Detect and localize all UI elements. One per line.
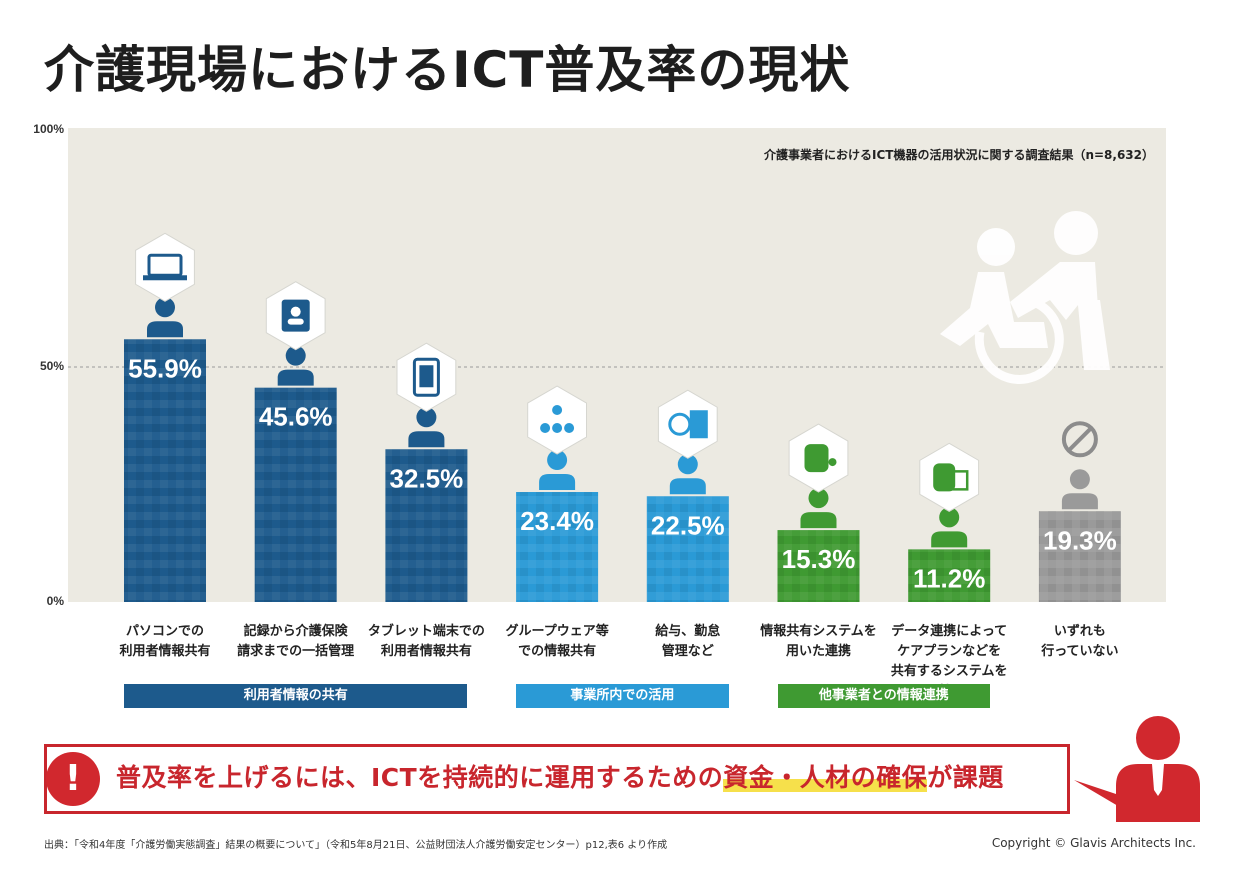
database-share-icon	[804, 444, 837, 473]
value-label: 22.5%	[651, 510, 725, 540]
value-label: 45.6%	[259, 402, 333, 432]
ytick-label: 100%	[33, 122, 64, 136]
callout-text-before: 普及率を上げるには、ICTを持続的に運用するための	[116, 763, 724, 792]
category-label: いずれも 行っていない	[1041, 624, 1119, 659]
category-label: 給与、勤怠 管理など	[655, 624, 721, 659]
person-icon	[147, 297, 183, 338]
value-label: 32.5%	[390, 463, 464, 493]
value-label: 11.2%	[913, 563, 985, 593]
database-edit-icon-bubble	[919, 442, 980, 512]
ytick-label: 50%	[39, 359, 64, 373]
laptop-icon	[143, 253, 187, 281]
chart-subtitle: 介護事業者におけるICT機器の活用状況に関する調査結果（n=8,632）	[763, 148, 1154, 162]
callout-highlight: 資金・人材の確保	[723, 763, 928, 792]
group-band: 利用者情報の共有	[124, 684, 468, 708]
person-icon	[539, 450, 576, 491]
exclamation-icon: !	[46, 752, 100, 806]
bar-texture	[777, 530, 860, 602]
person-icon	[408, 407, 445, 448]
value-label: 19.3%	[1043, 525, 1117, 555]
wheelchair-icon	[940, 211, 1110, 384]
callout-text: 普及率を上げるには、ICTを持続的に運用するための資金・人材の確保が課題	[116, 758, 1004, 794]
calculator-icon	[668, 410, 708, 439]
callout-text-after: が課題	[927, 763, 1004, 792]
tablet-icon	[412, 357, 440, 397]
no-sign-icon	[1061, 421, 1098, 458]
category-label: グループウェア等 での情報共有	[505, 624, 609, 659]
bar-texture	[254, 387, 337, 602]
category-label: データ連携によって ケアプランなどを 共有するシステムを利用	[890, 624, 1008, 699]
no-sign-icon-bubble	[1061, 421, 1098, 458]
ytick-label: 0%	[46, 594, 64, 608]
bar-texture	[1038, 511, 1121, 602]
calculator-icon-bubble	[657, 389, 718, 459]
bar-texture	[516, 492, 599, 602]
network-icon-bubble	[527, 385, 587, 455]
group-band: 他事業者との情報連携	[777, 684, 991, 708]
person-icon	[277, 345, 314, 386]
person-icon	[931, 507, 968, 548]
tablet-icon-bubble	[396, 342, 457, 412]
bar-texture	[124, 339, 206, 602]
id-card-icon	[281, 299, 310, 332]
category-label: 情報共有システムを 用いた連携	[760, 624, 877, 659]
presenter-icon	[1074, 716, 1200, 822]
network-icon	[540, 405, 575, 434]
category-label: 記録から介護保険 請求までの一括管理	[237, 624, 355, 659]
laptop-icon-bubble	[135, 232, 195, 302]
category-label: パソコンでの 利用者情報共有	[119, 624, 211, 659]
copyright: Copyright © Glavis Architects Inc.	[991, 836, 1196, 850]
category-label: タブレット端末での 利用者情報共有	[367, 624, 485, 659]
person-icon	[1061, 469, 1098, 510]
bar-texture	[646, 496, 729, 602]
value-label: 15.3%	[782, 544, 856, 574]
database-share-icon-bubble	[788, 423, 849, 493]
value-label: 55.9%	[128, 353, 202, 383]
value-label: 23.4%	[520, 506, 594, 536]
database-edit-icon	[933, 463, 969, 492]
source-note: 出典：「令和4年度「介護労働実態調査」結果の概要について」（令和5年8月21日、…	[44, 840, 668, 851]
person-icon	[669, 454, 706, 495]
id-card-icon-bubble	[265, 281, 326, 351]
person-icon	[800, 488, 837, 529]
bar-texture	[908, 549, 991, 602]
group-band: 事業所内での活用	[516, 684, 729, 708]
page-title: 介護現場におけるICT普及率の現状	[44, 41, 851, 99]
bar-texture	[385, 449, 468, 602]
